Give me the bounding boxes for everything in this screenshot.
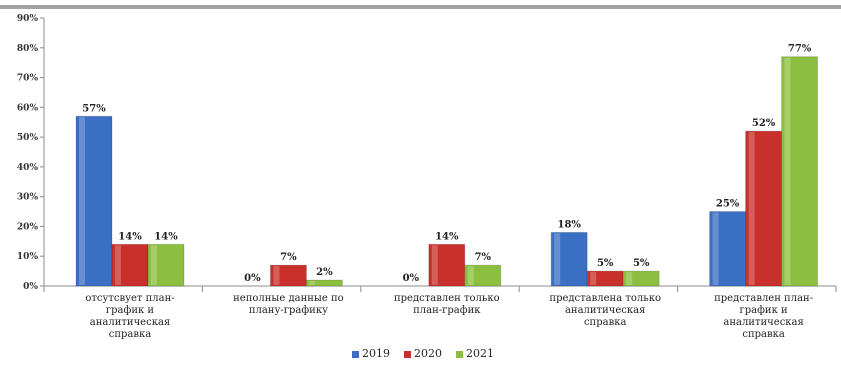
y-tick-label: 80% bbox=[17, 44, 39, 54]
category-label: неполные данные по bbox=[233, 293, 344, 304]
data-label: 18% bbox=[557, 219, 581, 230]
bar-highlight bbox=[273, 266, 280, 285]
category-label: график и bbox=[106, 305, 155, 316]
bar-highlight bbox=[309, 281, 316, 285]
legend-swatch bbox=[456, 351, 463, 358]
legend-label: 2021 bbox=[466, 347, 494, 360]
bar-highlight bbox=[784, 57, 791, 285]
data-label: 7% bbox=[280, 252, 297, 263]
y-tick-label: 10% bbox=[17, 252, 39, 262]
category-label: справка bbox=[584, 317, 627, 328]
y-tick-label: 50% bbox=[17, 133, 39, 143]
y-tick-label: 70% bbox=[17, 74, 39, 84]
bar bbox=[75, 115, 113, 287]
bar-highlight bbox=[79, 117, 85, 286]
bar bbox=[147, 243, 185, 287]
data-label: 0% bbox=[244, 273, 261, 284]
bar bbox=[745, 130, 783, 287]
bar-highlight bbox=[554, 233, 561, 285]
data-label: 0% bbox=[403, 273, 420, 284]
cropped-caption-strip bbox=[0, 0, 841, 10]
y-tick-label: 20% bbox=[17, 222, 39, 232]
data-label: 14% bbox=[435, 231, 459, 242]
bar-highlight bbox=[431, 245, 438, 285]
bar-highlight bbox=[748, 132, 755, 285]
y-tick-label: 40% bbox=[17, 163, 39, 173]
bar bbox=[622, 270, 660, 287]
data-label: 77% bbox=[788, 44, 812, 55]
bar-highlight bbox=[115, 245, 121, 285]
legend-label: 2020 bbox=[414, 347, 442, 360]
category-label: представлен план- bbox=[714, 293, 813, 304]
y-tick-label: 90% bbox=[17, 14, 39, 24]
category-label: план-график bbox=[413, 305, 481, 316]
category-label: плану-графику bbox=[249, 305, 328, 316]
bar bbox=[269, 264, 307, 287]
category-label: аналитическая bbox=[565, 305, 645, 316]
data-label: 57% bbox=[82, 103, 106, 114]
category-label: аналитическая bbox=[723, 317, 803, 328]
category-label: отсутсвует план- bbox=[85, 293, 174, 304]
category-label: график и bbox=[739, 305, 788, 316]
bar bbox=[464, 264, 502, 287]
data-label: 5% bbox=[597, 258, 614, 269]
legend-swatch bbox=[404, 351, 411, 358]
y-tick-label: 30% bbox=[17, 193, 39, 203]
y-tick-label: 0% bbox=[23, 282, 38, 292]
bar-highlight bbox=[151, 245, 157, 285]
bar bbox=[111, 243, 149, 287]
data-label: 7% bbox=[475, 252, 492, 263]
data-label: 14% bbox=[154, 231, 178, 242]
data-label: 25% bbox=[716, 199, 740, 210]
legend-swatch bbox=[352, 351, 359, 358]
data-label: 2% bbox=[316, 267, 333, 278]
category-label: справка bbox=[109, 329, 152, 340]
bar bbox=[550, 231, 588, 287]
data-label: 14% bbox=[118, 231, 142, 242]
legend-label: 2019 bbox=[362, 347, 390, 360]
category-label: представлена только bbox=[549, 293, 661, 304]
bar-highlight bbox=[712, 212, 719, 285]
bar-highlight bbox=[626, 272, 633, 285]
bar bbox=[305, 279, 343, 287]
data-label: 52% bbox=[752, 118, 776, 129]
bar bbox=[781, 56, 819, 287]
bar-highlight bbox=[590, 272, 597, 285]
data-label: 5% bbox=[633, 258, 650, 269]
cropped-caption-shape bbox=[0, 5, 841, 9]
category-label: аналитическая bbox=[90, 317, 170, 328]
category-label: представлен только bbox=[394, 293, 500, 304]
y-tick-label: 60% bbox=[17, 103, 39, 113]
category-label: справка bbox=[742, 329, 785, 340]
cropped-caption-bar bbox=[0, 5, 841, 9]
bar-highlight bbox=[467, 266, 474, 285]
